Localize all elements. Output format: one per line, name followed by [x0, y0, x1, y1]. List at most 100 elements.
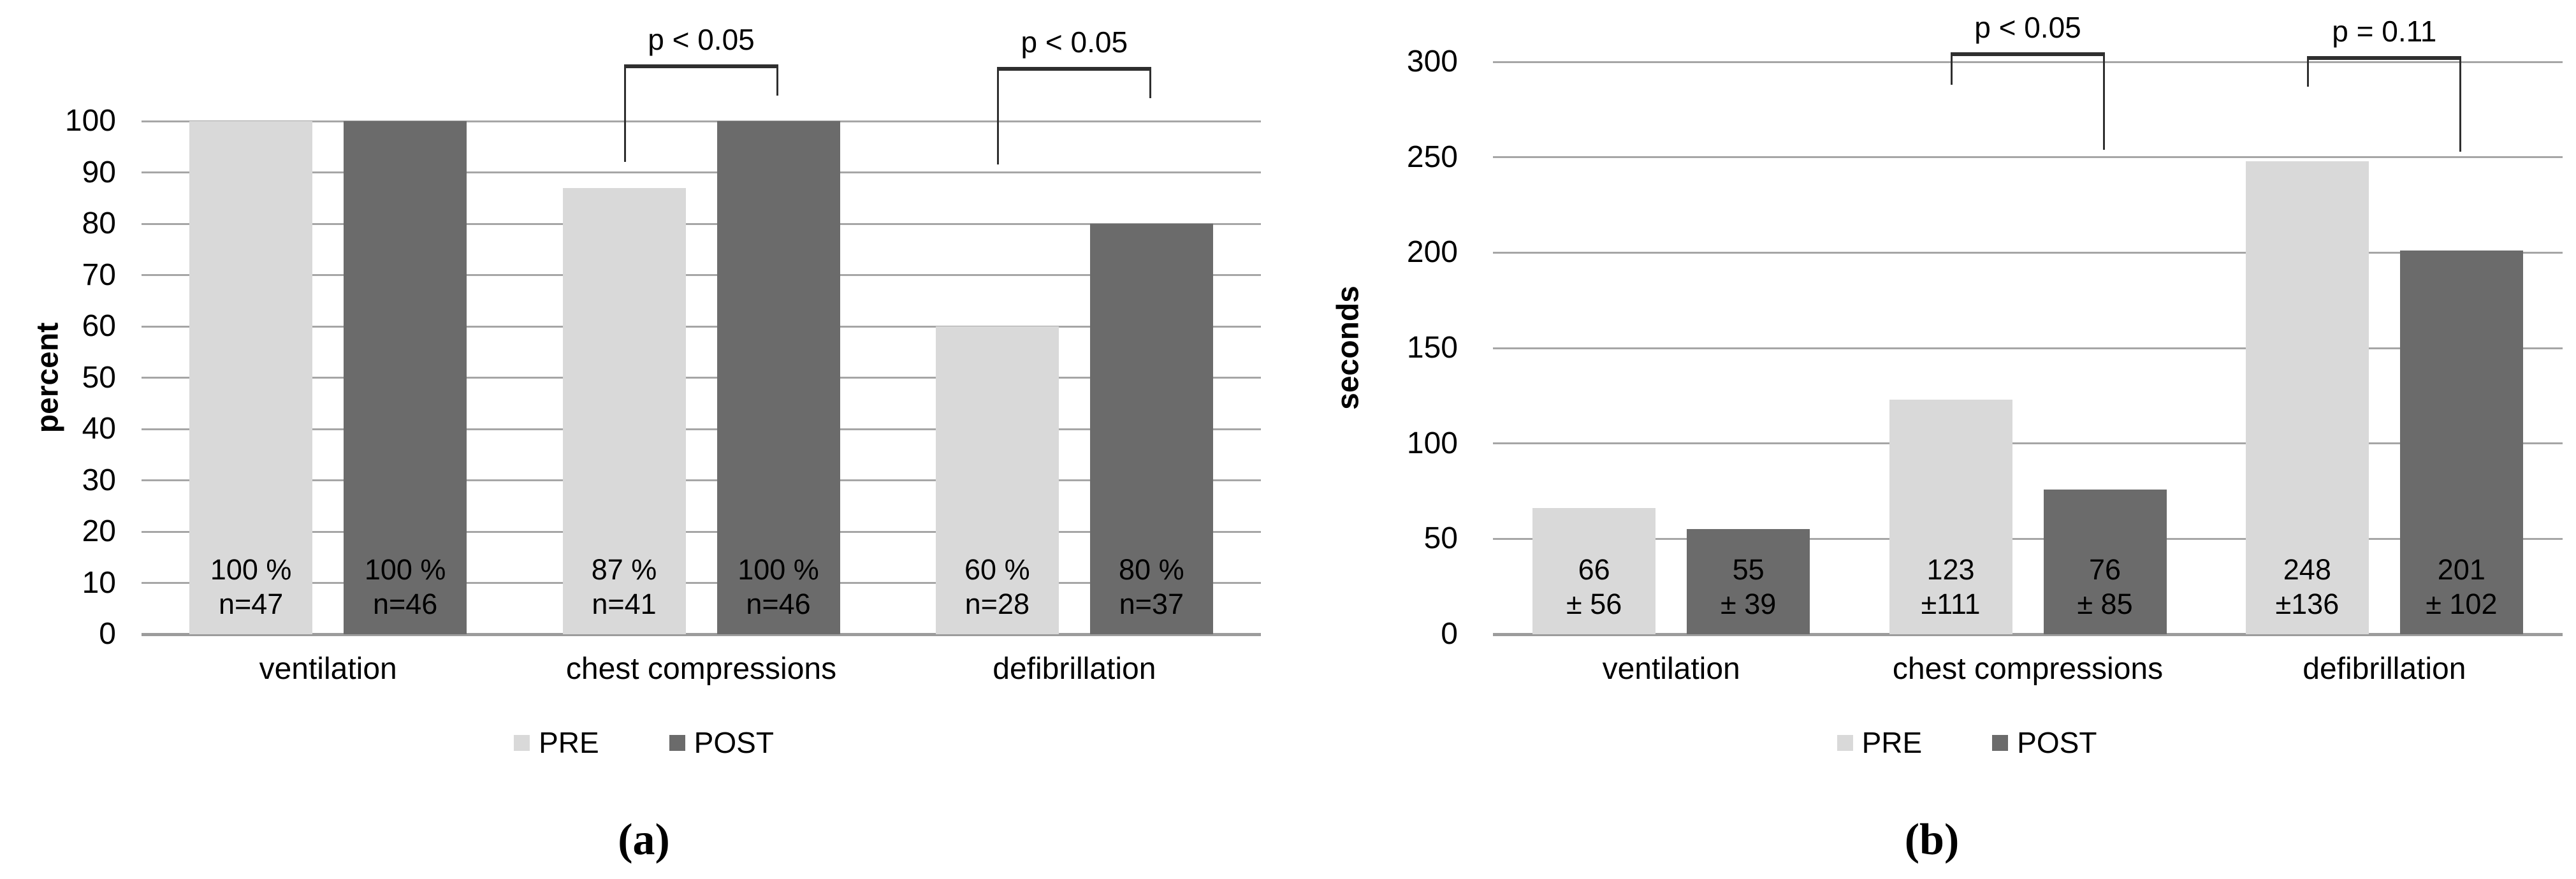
bar-value-label-post-defibrillation: 80 % n=37 [1090, 553, 1213, 621]
category-label-chest-compressions: chest compressions [1892, 652, 2164, 686]
category-label-ventilation: ventilation [1602, 652, 1740, 686]
y-axis-title: seconds [1331, 286, 1365, 410]
bar-post-defibrillation [2399, 251, 2523, 634]
bar-value-line-1: 248 [2283, 553, 2331, 586]
bar-value-line-1: 123 [1926, 553, 1975, 586]
gridline-100 [142, 120, 1261, 122]
bracket-right-line [2459, 56, 2462, 152]
y-tick-label-20: 20 [82, 514, 116, 548]
y-tick-label-250: 250 [1406, 140, 1458, 174]
y-tick-label-0: 0 [1441, 617, 1458, 651]
y-tick-label-100: 100 [1406, 426, 1458, 460]
bracket-left-line [1951, 52, 1953, 85]
gridline-50 [142, 377, 1261, 379]
p-value-label: p < 0.05 [1974, 11, 2081, 45]
bracket-right-line [2103, 52, 2105, 150]
bar-value-label-pre-ventilation: 100 % n=47 [189, 553, 312, 621]
bar-value-line-1: 80 % [1119, 553, 1184, 586]
y-tick-label-70: 70 [82, 258, 116, 292]
bar-value-line-2: n=37 [1119, 588, 1184, 620]
bar-value-line-2: n=28 [964, 588, 1030, 620]
y-tick-label-100: 100 [64, 104, 116, 138]
bar-value-label-post-ventilation: 55 ± 39 [1687, 553, 1810, 621]
bar-value-line-2: ±111 [1921, 588, 1981, 620]
legend-swatch-pre [1837, 734, 1853, 751]
bar-value-line-1: 201 [2437, 553, 2485, 586]
bar-post-chest-compressions [2043, 489, 2167, 634]
y-tick-label-200: 200 [1406, 235, 1458, 270]
legend: PRE POST [0, 728, 1288, 757]
p-value-label: p < 0.05 [648, 23, 755, 57]
bar-pre-defibrillation [935, 326, 1059, 634]
legend-item-post: POST [1992, 728, 2097, 757]
legend-swatch-pre [514, 734, 530, 751]
p-value-label: p < 0.05 [1021, 25, 1128, 59]
bar-post-chest-compressions [717, 121, 840, 634]
bar-value-line-1: 66 [1578, 553, 1610, 586]
bar-value-label-post-chest-compressions: 100 % n=46 [717, 553, 840, 621]
bar-value-line-1: 55 [1732, 553, 1765, 586]
bar-value-label-pre-chest-compressions: 87 % n=41 [563, 553, 686, 621]
bar-pre-defibrillation [2245, 161, 2369, 634]
category-label-chest-compressions: chest compressions [565, 652, 837, 686]
gridline-300 [1493, 61, 2563, 63]
category-label-defibrillation: defibrillation [993, 652, 1156, 686]
gridline-150 [1493, 347, 2563, 349]
bracket-top-line [624, 64, 778, 69]
bar-pre-chest-compressions [1889, 399, 2012, 634]
bar-value-line-1: 100 % [210, 553, 292, 586]
legend-swatch-post [669, 734, 685, 751]
bar-value-line-2: n=46 [372, 588, 438, 620]
bar-value-label-pre-ventilation: 66 ± 56 [1532, 553, 1655, 621]
bar-value-label-pre-defibrillation: 248 ±136 [2246, 553, 2369, 621]
bar-value-line-2: n=46 [746, 588, 811, 620]
bar-value-line-2: n=41 [592, 588, 657, 620]
y-tick-label-0: 0 [99, 617, 116, 651]
y-tick-label-80: 80 [82, 207, 116, 240]
y-tick-label-10: 10 [82, 565, 116, 600]
bracket-left-line [624, 64, 626, 163]
bar-value-line-1: 100 % [738, 553, 819, 586]
bar-post-ventilation [344, 121, 467, 634]
bar-post-defibrillation [1089, 224, 1213, 634]
legend-item-post: POST [669, 728, 774, 757]
bar-value-line-2: n=47 [218, 588, 284, 620]
legend-label-pre: PRE [539, 726, 599, 759]
chart-a-panel: (a) 0 10 20 30 40 50 60 70 80 90 100 percent 100 % n=… [0, 23, 1288, 864]
gridline-80 [142, 222, 1261, 225]
category-label-ventilation: ventilation [259, 652, 397, 686]
gridline-20 [142, 530, 1261, 533]
bar-post-ventilation [1687, 529, 1810, 634]
legend-item-pre: PRE [514, 728, 599, 757]
gridline-40 [142, 428, 1261, 430]
legend-swatch-post [1992, 734, 2009, 751]
gridline-90 [142, 171, 1261, 173]
y-tick-label-60: 60 [82, 309, 116, 343]
y-tick-label-50: 50 [1423, 521, 1458, 556]
legend-label-post: POST [2017, 726, 2097, 759]
y-tick-label-30: 30 [82, 463, 116, 497]
bar-value-line-1: 100 % [364, 553, 446, 586]
category-label-defibrillation: defibrillation [2303, 652, 2466, 686]
bracket-top-line [997, 67, 1152, 71]
bracket-left-line [2307, 56, 2310, 87]
gridline-0 [142, 632, 1261, 636]
p-value-label: p = 0.11 [2332, 15, 2437, 48]
gridline-10 [142, 582, 1261, 584]
gridline-100 [1493, 442, 2563, 445]
bar-value-label-post-chest-compressions: 76 ± 85 [2044, 553, 2167, 621]
bracket-top-line [2307, 56, 2462, 61]
bar-value-line-2: ± 102 [2426, 588, 2498, 620]
gridline-250 [1493, 156, 2563, 159]
legend-label-pre: PRE [1861, 726, 1923, 759]
gridline-0 [1493, 632, 2563, 636]
bar-value-label-post-ventilation: 100 % n=46 [344, 553, 467, 621]
y-tick-label-300: 300 [1406, 45, 1458, 78]
chart-b-panel: (b) 0 50 100 150 200 250 300 seconds 66 ± 56 55 ± 3… [1288, 0, 2576, 879]
y-tick-label-40: 40 [82, 412, 116, 446]
legend-item-pre: PRE [1837, 726, 1923, 759]
gridline-70 [142, 274, 1261, 276]
bar-value-line-2: ± 39 [1721, 588, 1777, 620]
bar-value-line-1: 76 [2088, 553, 2121, 586]
